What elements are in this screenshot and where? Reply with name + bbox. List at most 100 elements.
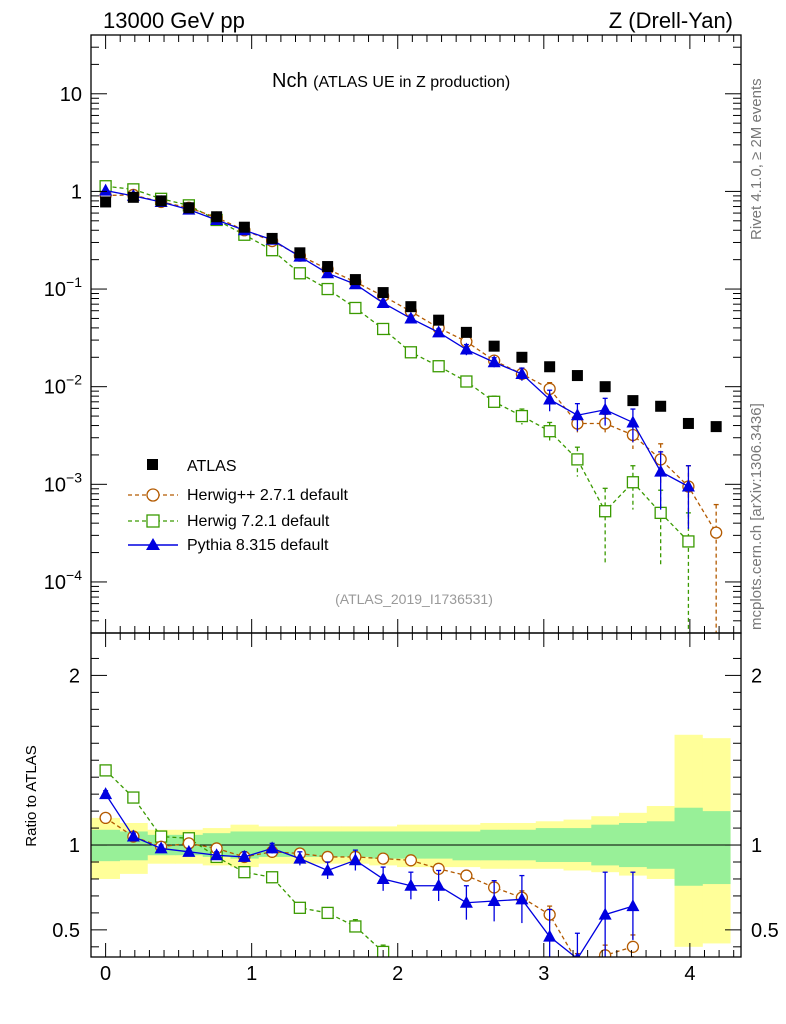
main-pythia-point: [99, 183, 113, 196]
y-tick-label: 10−3: [44, 469, 82, 496]
main-atlas-point: [682, 417, 694, 429]
legend-herwigpp-label: Herwig++ 2.7.1 default: [187, 487, 349, 504]
main-atlas-point: [349, 274, 361, 286]
y-tick-label: 10−4: [44, 567, 82, 594]
x-tick-label: 4: [684, 963, 695, 985]
x-tick-label: 0: [100, 963, 111, 985]
ratio-herwigpp-point: [99, 811, 112, 825]
main-atlas-point: [405, 301, 417, 313]
x-tick-label: 2: [392, 963, 403, 985]
main-herwig7-point: [376, 322, 390, 336]
main-pythia-point: [654, 464, 668, 477]
ratio-pythia-point: [404, 878, 418, 891]
main-atlas-point: [571, 370, 583, 382]
ratio-pythia-point: [376, 871, 390, 884]
ratio-band-inner: [702, 811, 731, 885]
ratio-pythia-point: [237, 849, 251, 862]
main-herwig7-point: [571, 453, 584, 466]
main-atlas-point: [294, 247, 306, 259]
main-herwig7-point: [349, 301, 362, 315]
ratio-pythia-point: [99, 787, 113, 800]
main-pythia-point: [515, 366, 529, 379]
main-pythia-point: [626, 415, 640, 428]
ratio-y-tick-label-right: 2: [751, 665, 762, 687]
main-herwig7-point: [682, 535, 695, 548]
ratio-y-tick-label-right: 0.5: [751, 920, 779, 942]
ratio-herwig7-point: [238, 866, 251, 879]
main-atlas-point: [544, 361, 556, 373]
ratio-pythia-point: [626, 899, 640, 912]
main-herwig7-point: [404, 346, 418, 359]
plot-title-main: Nch: [272, 70, 308, 92]
ratio-pythia-point: [182, 844, 196, 857]
y-tick-label: 10: [60, 84, 82, 106]
main-atlas-point: [433, 314, 445, 326]
main-pythia-point: [543, 392, 557, 405]
main-herwig7-point: [321, 282, 334, 296]
main-herwig7-point: [293, 267, 307, 280]
main-herwig7-point: [599, 505, 612, 518]
main-atlas-point: [183, 202, 195, 214]
ratio-y-tick-label: 1: [69, 835, 80, 857]
main-herwigpp-point: [710, 526, 723, 539]
legend-pythia-marker: [146, 538, 160, 550]
header-left: 13000 GeV pp: [103, 8, 245, 33]
legend-pythia-label: Pythia 8.315 default: [187, 537, 329, 554]
main-pythia-point: [570, 408, 584, 421]
main-atlas-point: [599, 381, 611, 393]
main-atlas-point: [627, 395, 639, 407]
main-panel: [99, 180, 723, 633]
ratio-pythia-point: [543, 929, 557, 942]
ratio-pythia-line: [105, 793, 634, 957]
main-atlas-point: [516, 351, 528, 363]
ratio-pythia-point: [126, 829, 140, 842]
main-atlas-point: [322, 261, 334, 273]
ratio-herwig7-point: [265, 871, 279, 884]
ratio-herwigpp-point: [460, 869, 473, 882]
legend-herwig7-marker: [146, 514, 160, 528]
ratio-band-inner: [674, 807, 703, 886]
x-tick-label: 3: [538, 963, 549, 985]
main-pythia-point: [321, 266, 335, 279]
main-herwig7-point: [432, 360, 445, 373]
ratio-panel: [91, 734, 741, 957]
ratio-y-tick-label-right: 1: [751, 835, 762, 857]
legend-herwig7-label: Herwig 7.2.1 default: [187, 513, 330, 530]
ratio-herwigpp-line: [105, 817, 634, 957]
ratio-herwig7-point: [99, 764, 112, 777]
ratio-pythia-point: [348, 853, 362, 866]
ratio-herwigpp-point: [404, 854, 418, 867]
main-pythia-point: [376, 295, 390, 308]
main-herwig7-point: [460, 375, 473, 388]
ratio-frame: [90, 632, 742, 958]
ratio-pythia-point: [321, 863, 335, 876]
legend-atlas-marker: [147, 459, 158, 470]
main-atlas-point: [100, 196, 112, 208]
legend: ATLAS Herwig++ 2.7.1 default Herwig 7.2.…: [128, 458, 349, 554]
main-atlas-point: [127, 191, 139, 203]
ratio-herwigpp-point: [626, 940, 640, 953]
main-herwig7-point: [487, 395, 501, 408]
ratio-herwig7-point: [321, 906, 334, 920]
main-atlas-point: [238, 221, 250, 233]
main-herwig7-point: [626, 476, 640, 489]
main-pythia-point: [598, 402, 612, 415]
x-tick-label: 1: [246, 963, 257, 985]
ratio-herwig7-line: [105, 769, 384, 953]
ratio-herwigpp-point: [321, 850, 334, 864]
main-atlas-point: [155, 195, 167, 207]
main-atlas-point: [377, 287, 389, 299]
analysis-label: (ATLAS_2019_I1736531): [335, 591, 493, 607]
mcplots-label: mcplots.cern.ch [arXiv:1306.3436]: [748, 403, 765, 630]
main-pythia-point: [681, 479, 695, 492]
ratio-herwigpp-point: [573, 955, 581, 957]
main-atlas-point: [211, 211, 223, 223]
ratio-pythia-point: [154, 841, 168, 854]
ratio-herwig7-point: [127, 791, 140, 804]
plot-title: Nch (ATLAS UE in Z production): [272, 70, 510, 92]
ratio-herwig7-point: [349, 920, 362, 933]
main-pythia-line: [105, 189, 689, 488]
ratio-pythia-point: [432, 878, 446, 891]
ratio-pythia-point: [459, 895, 473, 908]
main-pythia-point: [487, 355, 501, 368]
